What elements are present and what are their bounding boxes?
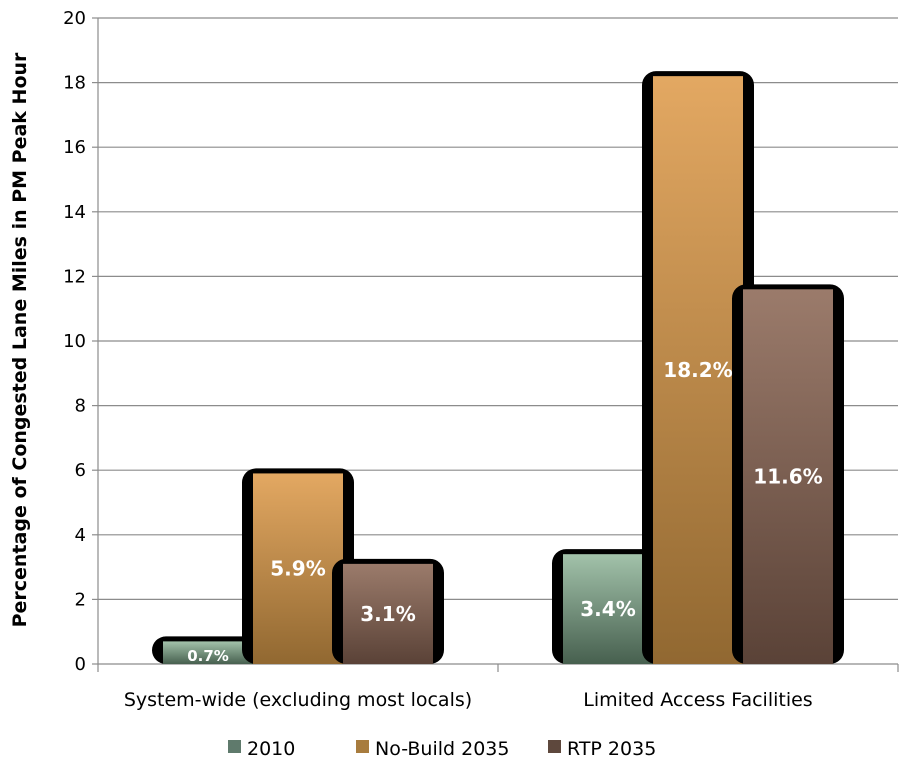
bar [653,76,743,664]
y-tick-label: 14 [63,202,86,223]
y-tick-label: 8 [75,396,86,417]
axes: 0 2 4 6 8 10 12 14 16 18 20 System-wide (excluding … [63,8,899,711]
bar-value-label: 3.4% [580,597,635,621]
legend-label: RTP 2035 [567,738,656,760]
bar [743,289,833,664]
y-tick-label: 6 [75,460,86,481]
legend-swatch [548,740,561,753]
bar [253,473,343,664]
bar [163,641,253,664]
y-tick-label: 12 [63,266,86,287]
y-tick-label: 18 [63,73,86,94]
legend-label: No-Build 2035 [375,738,509,760]
y-tick-label: 16 [63,137,86,158]
bar-value-label: 3.1% [360,602,415,626]
x-category-label: System-wide (excluding most locals) [124,689,472,711]
data-labels: 0.7% 5.9% 3.1% 3.4% 18.2% 11.6% [187,358,823,665]
y-tick-label: 10 [63,331,86,352]
y-axis-title: Percentage of Congested Lane Miles in PM… [9,52,31,627]
bar-value-label: 0.7% [187,647,229,665]
bar-value-label: 5.9% [270,557,325,581]
bar [343,563,433,664]
bars [152,71,844,664]
legend-swatch [228,740,241,753]
y-tick-label: 0 [75,654,86,675]
bar-value-label: 18.2% [663,358,732,382]
legend-label: 2010 [247,738,295,760]
y-tick-label: 4 [75,525,86,546]
legend: 2010 No-Build 2035 RTP 2035 [228,738,656,760]
bar-value-label: 11.6% [753,465,822,489]
gridlines [98,17,898,601]
bar [563,554,653,664]
x-category-label: Limited Access Facilities [583,689,812,711]
legend-swatch [356,740,369,753]
y-tick-label: 20 [63,8,86,29]
y-tick-label: 2 [75,589,86,610]
